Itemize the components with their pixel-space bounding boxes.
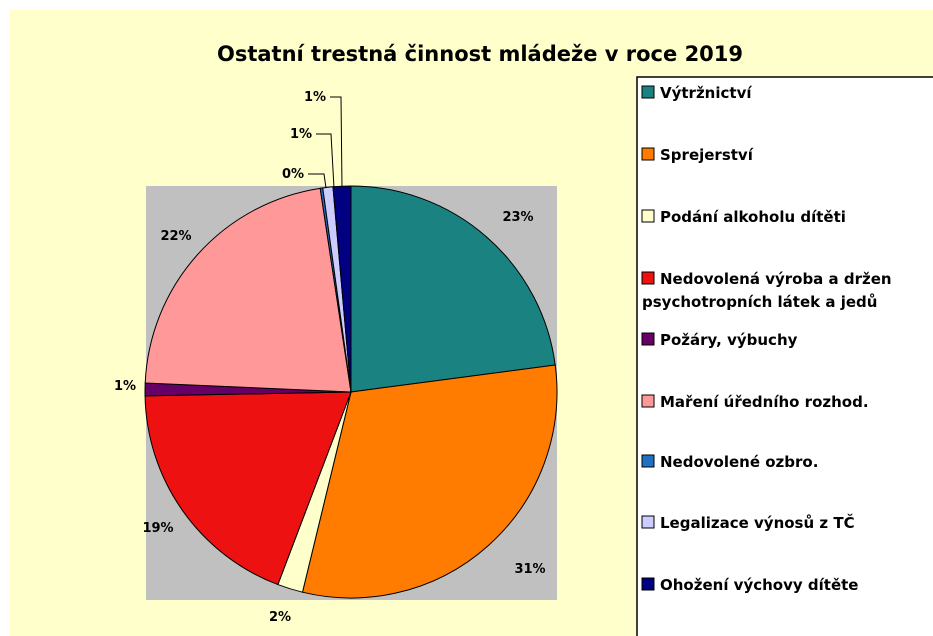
leader-line — [308, 173, 327, 189]
legend-entry: Výtržnictví — [660, 84, 752, 102]
legend-entry: Legalizace výnosů z TČ — [660, 513, 855, 532]
legend-entry: Ohožení výchovy dítěte — [660, 576, 858, 594]
pie-slice — [350, 185, 556, 393]
leader-line — [316, 133, 335, 189]
legend-entry: Nedovolená výroba a držen psychotropních … — [642, 270, 892, 311]
data-label: 1% — [290, 127, 312, 142]
legend-entry: Sprejerství — [660, 146, 754, 164]
legend-swatch — [641, 147, 655, 161]
data-label: 2% — [269, 610, 291, 625]
legend-entry: Maření úředního rozhod. — [660, 393, 869, 411]
legend-swatch — [641, 85, 655, 99]
leader-lines — [308, 96, 343, 189]
data-label: 1% — [304, 90, 326, 105]
pie-slice — [144, 187, 352, 393]
pie-slice — [144, 391, 352, 586]
leader-line — [330, 96, 343, 189]
data-label: 1% — [114, 379, 136, 394]
legend-swatch — [641, 271, 655, 285]
legend-entry: Podání alkoholu dítěti — [660, 208, 846, 226]
legend-entry: Nedovolené ozbro. — [660, 453, 818, 471]
legend-swatch — [641, 394, 655, 408]
legend-swatch — [641, 577, 655, 591]
chart-title: Ostatní trestná činnost mládeže v roce 2… — [217, 42, 743, 66]
pie-slices — [144, 185, 558, 599]
legend-swatch — [641, 515, 655, 529]
legend-swatch — [641, 209, 655, 223]
data-label: 19% — [142, 521, 173, 536]
legend-swatch — [641, 332, 655, 346]
pie-slice — [301, 364, 558, 599]
data-label: 0% — [282, 167, 304, 182]
legend: Výtržnictví Sprejerství Podání alkoholu dí… — [641, 84, 892, 594]
legend-swatch — [641, 454, 655, 468]
data-label: 23% — [502, 210, 533, 225]
legend-box — [636, 76, 933, 636]
legend-entry: Požáry, výbuchy — [660, 331, 798, 349]
data-label: 22% — [160, 229, 191, 244]
data-label: 31% — [514, 562, 545, 577]
data-labels: 23% 31% 2% 19% 1% 22% 0% 1% 1% — [114, 90, 546, 625]
